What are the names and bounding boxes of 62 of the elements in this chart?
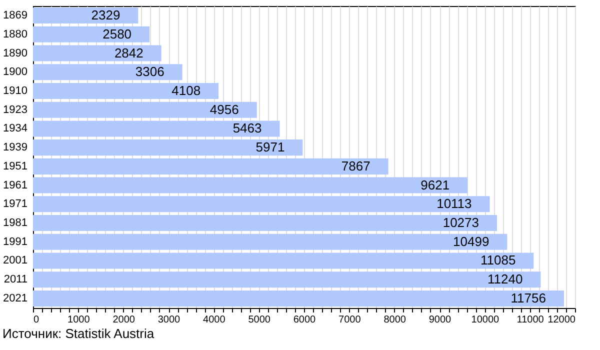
x-tick-label: 6000 [293, 314, 316, 326]
bar [33, 82, 219, 99]
data-label: 11756 [510, 290, 546, 306]
bar [33, 215, 497, 232]
data-label: 5463 [232, 120, 262, 136]
bar [33, 234, 508, 250]
data-label: 7867 [341, 158, 370, 174]
y-tick-label: 1869 [3, 10, 28, 22]
y-tick-label: 1900 [3, 66, 28, 78]
bar [33, 102, 257, 118]
x-tick-label: 10000 [471, 314, 500, 326]
y-tick-label: 1910 [3, 84, 28, 97]
data-label: 11085 [480, 252, 516, 268]
bar [33, 272, 541, 288]
data-label: 11240 [487, 272, 523, 287]
data-label: 4956 [210, 102, 239, 117]
y-tick-label: 1934 [3, 122, 28, 135]
y-tick-label: 1971 [3, 198, 28, 210]
data-label: 2842 [114, 45, 144, 60]
data-label: 4108 [172, 82, 201, 98]
x-tick-label: 12000 [548, 314, 576, 326]
y-tick-label: 1923 [3, 104, 28, 116]
x-tick-label: 5000 [248, 314, 271, 326]
x-tick-label: 7000 [338, 314, 362, 326]
x-tick-label: 4000 [203, 314, 226, 326]
x-tick-label: 3000 [158, 314, 181, 326]
y-tick-label: 1880 [3, 28, 28, 40]
bar [33, 140, 303, 156]
data-label: 2329 [91, 8, 120, 23]
bar [33, 120, 280, 137]
text: Источник: Statistik Austria [2, 326, 155, 341]
bar [33, 158, 388, 174]
data-label: 9621 [420, 177, 450, 192]
data-label: 10113 [436, 196, 472, 212]
x-tick-label: 8000 [384, 314, 406, 326]
data-label: 10499 [453, 234, 490, 249]
data-label: 3306 [135, 64, 164, 80]
x-tick-label: 2000 [112, 314, 136, 326]
x-tick-label: 1000 [68, 314, 90, 326]
bar [33, 8, 138, 24]
data-label: 10273 [442, 215, 479, 230]
y-tick-label: 1890 [3, 47, 28, 60]
y-tick-label: 2011 [4, 274, 28, 286]
x-tick-label: 9000 [428, 314, 452, 326]
bar [33, 196, 490, 212]
bar [33, 26, 150, 42]
x-tick-label: 0 [34, 314, 40, 326]
bar [33, 177, 468, 194]
x-tick-label: 11000 [516, 314, 544, 326]
y-tick-label: 1951 [3, 160, 28, 172]
data-label: 5971 [256, 140, 285, 155]
y-tick-label: 1981 [3, 217, 28, 230]
bar [33, 252, 534, 269]
y-tick-label: 1991 [3, 236, 28, 248]
bar [33, 45, 162, 62]
y-tick-label: 1939 [3, 142, 28, 154]
y-tick-label: 2021 [3, 292, 28, 304]
data-label: 2580 [102, 26, 132, 42]
y-tick-label: 2001 [3, 254, 28, 267]
y-tick-label: 1961 [3, 179, 28, 192]
bar [33, 64, 182, 80]
bar [33, 290, 564, 306]
